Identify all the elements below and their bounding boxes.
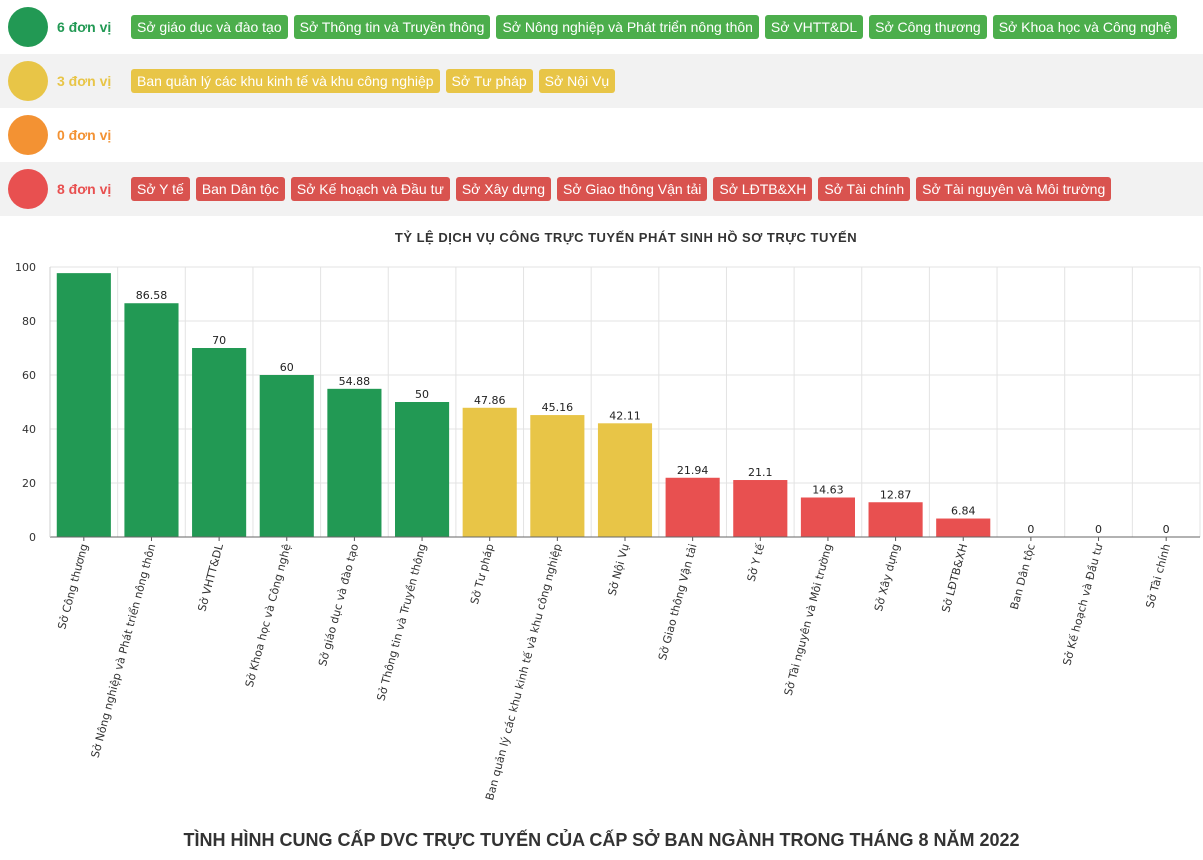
x-tick-label: Sở Thông tin và Truyền thông	[374, 542, 428, 702]
legend-row-green: 6 đơn vị Sở giáo dục và đào tạo Sở Thông …	[0, 0, 1203, 54]
bar-value-label: 14.63	[812, 483, 844, 496]
unit-tag: Sở Tư pháp	[445, 69, 533, 93]
unit-tag: Ban quản lý các khu kinh tế và khu công …	[131, 69, 440, 93]
unit-tag: Sở VHTT&DL	[764, 15, 864, 39]
unit-tag: Sở LĐTB&XH	[713, 177, 813, 201]
status-dot-orange	[8, 115, 48, 155]
x-tick-label: Sở Xây dựng	[872, 542, 903, 612]
bar-value-label: 86.58	[136, 289, 168, 302]
x-tick-label: Sở Kế hoạch và Đầu tư	[1060, 541, 1105, 666]
x-tick-label: Sở Nông nghiệp và Phát triển nông thôn	[89, 542, 159, 759]
bar	[597, 423, 653, 537]
unit-tag: Sở Giao thông Vận tải	[557, 177, 708, 201]
unit-tag: Sở giáo dục và đào tạo	[131, 15, 288, 39]
x-tick-label: Sở Khoa học và Công nghệ	[243, 542, 294, 688]
unit-tag: Sở Khoa học và Công nghệ	[992, 15, 1178, 39]
x-tick-label: Sở Nội Vụ	[606, 542, 632, 597]
legend-row-yellow: 3 đơn vị Ban quản lý các khu kinh tế và …	[0, 54, 1203, 108]
bar-chart: TỶ LỆ DỊCH VỤ CÔNG TRỰC TUYẾN PHÁT SINH …	[15, 230, 1201, 802]
bar-value-label: 54.88	[339, 375, 371, 388]
legend-row-red: 8 đơn vị Sở Y tế Ban Dân tộc Sở Kế hoạch v…	[0, 162, 1203, 216]
bar	[327, 388, 382, 537]
legend-tags: Ban quản lý các khu kinh tế và khu công …	[131, 54, 616, 108]
x-tick-label: Sở Tư pháp	[468, 542, 497, 605]
bar	[56, 273, 111, 537]
unit-tag: Sở Tài nguyên và Môi trường	[916, 177, 1112, 201]
legend-count-label: 0 đơn vị	[57, 127, 112, 143]
x-tick-label: Sở VHTT&DL	[195, 542, 226, 613]
legend-tags: Sở Y tế Ban Dân tộc Sở Kế hoạch và Đầu tư S…	[131, 162, 1112, 216]
unit-tag: Sở Tài chính	[818, 177, 911, 201]
unit-tag: Sở Nông nghiệp và Phát triển nông thôn	[496, 15, 759, 39]
x-tick-label: Sở Tài nguyên và Môi trường	[782, 542, 835, 697]
y-tick-label: 40	[22, 423, 36, 436]
legend-tags: Sở giáo dục và đào tạo Sở Thông tin và Tr…	[131, 0, 1178, 54]
unit-tag: Sở Công thương	[869, 15, 987, 39]
x-tick-label: Sở Tài chính	[1143, 542, 1173, 609]
unit-tag: Ban Dân tộc	[195, 177, 285, 201]
x-tick-label: Sở Công thương	[55, 542, 90, 630]
bar	[259, 375, 314, 537]
x-tick-label: Sở LĐTB&XH	[939, 542, 970, 613]
bar-value-label: 21.1	[748, 466, 773, 479]
chart-bars: 86.58 70 60 54.88 50 47.86 45.16 42.11 21.94 21.1…	[56, 273, 1170, 537]
bar-value-label: 0	[1027, 523, 1034, 536]
unit-tag: Sở Xây dựng	[455, 177, 551, 201]
chart-title: TỶ LỆ DỊCH VỤ CÔNG TRỰC TUYẾN PHÁT SINH …	[395, 230, 857, 245]
x-tick-label: Ban Dân tộc	[1008, 542, 1038, 611]
bar-value-label: 12.87	[880, 488, 912, 501]
bar-value-label: 0	[1095, 523, 1102, 536]
bar	[395, 402, 450, 537]
legend-row-orange: 0 đơn vị	[0, 108, 1203, 162]
legend-count-label: 3 đơn vị	[57, 73, 112, 89]
status-dot-green	[8, 7, 48, 47]
bar-value-label: 50	[415, 388, 429, 401]
bar	[665, 477, 720, 537]
page-footer-title: TÌNH HÌNH CUNG CẤP DVC TRỰC TUYẾN CỦA CẤ…	[183, 830, 1020, 850]
bar-value-label: 6.84	[951, 505, 976, 518]
bar	[530, 415, 585, 537]
status-dot-red	[8, 169, 48, 209]
y-tick-label: 100	[15, 261, 36, 274]
bar	[936, 518, 991, 537]
bar	[462, 407, 517, 537]
y-tick-label: 0	[29, 531, 36, 544]
bar-value-label: 47.86	[474, 394, 506, 407]
x-tick-label: Sở Y tế	[745, 542, 768, 583]
bar	[192, 348, 247, 537]
unit-tag: Sở Nội Vụ	[538, 69, 616, 93]
x-tick-label: Ban quản lý các khu kinh tế và khu công …	[483, 542, 564, 801]
unit-tag: Sở Kế hoạch và Đầu tư	[290, 177, 450, 201]
x-tick-label: Sở Giao thông Vận tải	[656, 542, 700, 661]
x-tick-label: Sở giáo dục và đào tạo	[316, 542, 361, 668]
status-dot-yellow	[8, 61, 48, 101]
bar	[800, 497, 855, 537]
y-tick-label: 20	[22, 477, 36, 490]
legend-count-label: 6 đơn vị	[57, 19, 112, 35]
bar-value-label: 70	[212, 334, 226, 347]
bar	[124, 303, 179, 537]
bar-value-label: 60	[280, 361, 294, 374]
bar-value-label: 0	[1163, 523, 1170, 536]
bar	[733, 480, 788, 537]
bar-value-label: 21.94	[677, 464, 709, 477]
y-tick-label: 80	[22, 315, 36, 328]
bar-value-label: 42.11	[609, 409, 641, 422]
bar-value-label: 45.16	[542, 401, 574, 414]
legend-count-label: 8 đơn vị	[57, 181, 112, 197]
bar	[868, 502, 923, 537]
y-tick-label: 60	[22, 369, 36, 382]
unit-tag: Sở Y tế	[131, 177, 190, 201]
unit-tag: Sở Thông tin và Truyền thông	[293, 15, 491, 39]
